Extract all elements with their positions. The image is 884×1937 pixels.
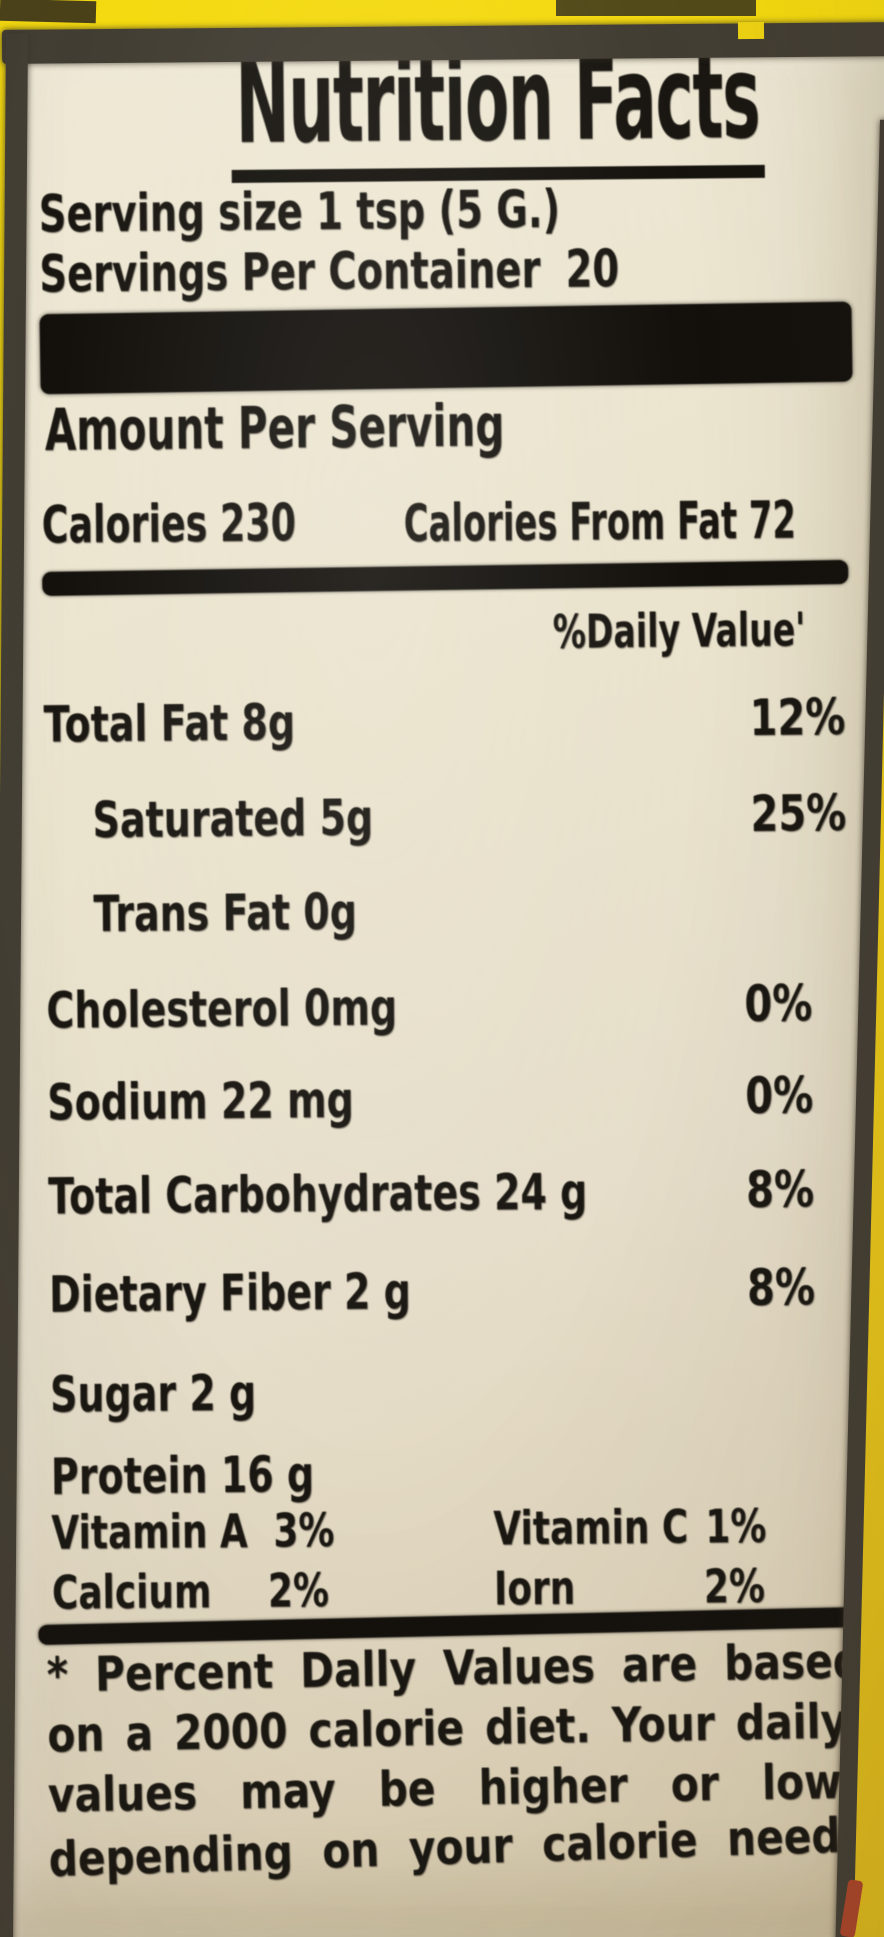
calories-from-fat-value: 72 [748,490,797,552]
serving-size-line: Serving size 1 tsp (5 G.) [38,179,561,245]
nutrient-row-total-fat: Total Fat 8g 12% [43,688,882,754]
nutrient-name: Sodium 22 mg [46,1070,355,1132]
calories-value: 230 [219,493,297,555]
footnote-line-2: on a 2000 calorie diet. Your daily [46,1693,848,1764]
vitamin-a-label: Vitamin A [51,1503,248,1560]
nutrient-row-total-carbohydrates: Total Carbohydrates 24 g 8% [47,1160,884,1226]
nutrient-row-saturated: Saturated 5g 25% [44,784,883,850]
nutrient-name: Total Carbohydrates 24 g [47,1162,588,1226]
nutrient-row-cholesterol: Cholesterol 0mg 0% [46,974,884,1040]
iron-value: 2% [703,1558,766,1614]
nutrient-row-sugar: Sugar 2 g [50,1358,884,1424]
servings-per-container-value: 20 [565,239,620,300]
nutrient-daily-value: 8% [746,1258,816,1318]
nutrient-name: Cholesterol 0mg [46,978,398,1040]
calcium-label: Calcium [51,1564,212,1620]
calcium-value: 2% [267,1563,330,1618]
title-text: Nutrition Facts [230,31,765,183]
vitamin-c-value: 1% [705,1498,767,1554]
nutrient-name: Total Fat 8g [43,693,296,754]
nutrient-row-sodium: Sodium 22 mg 0% [46,1066,884,1132]
servings-per-container-line: Servings Per Container 20 [39,238,823,305]
calories-row: Calories 230 Calories From Fat 72 [41,488,880,556]
nutrient-name: Saturated 5g [92,788,374,850]
servings-per-container-label: Servings Per Container [39,240,541,305]
nutrient-daily-value: 25% [750,784,847,844]
nutrient-name: Sugar 2 g [49,1363,257,1424]
nutrient-row-trans-fat: Trans Fat 0g [45,878,884,944]
nutrient-name: Trans Fat 0g [93,882,358,944]
thick-black-bar [39,301,853,395]
calories-from-fat-label: Calories From Fat [403,491,738,555]
nutrient-daily-value: 8% [745,1160,815,1220]
iron-label: Iorn [493,1560,576,1616]
calories-label: Calories [41,494,208,556]
nutrient-daily-value: 12% [749,688,846,748]
separator-rule-top [42,559,849,596]
daily-value-header: %Daily Value' [552,602,806,659]
top-left-smudge [0,0,97,24]
nutrient-name: Protein 16 g [50,1445,315,1506]
nutrient-daily-value: 0% [744,974,813,1034]
nutrient-row-dietary-fiber: Dietary Fiber 2 g 8% [48,1258,884,1324]
nutrient-daily-value: 0% [744,1066,814,1126]
vitamin-c-label: Vitamin C [493,1499,689,1556]
top-smudge [556,0,756,16]
nutrient-row-protein: Protein 16 g [51,1440,884,1506]
amount-per-serving-header: Amount Per Serving [44,391,505,464]
micronutrient-row-2: Calcium 2% Iorn 2% [6,1558,884,1620]
border-notch [737,21,765,40]
calories-from-fat: Calories From Fat 72 [403,489,884,555]
vitamin-a-value: 3% [273,1503,335,1558]
nutrient-name: Dietary Fiber 2 g [48,1262,412,1324]
